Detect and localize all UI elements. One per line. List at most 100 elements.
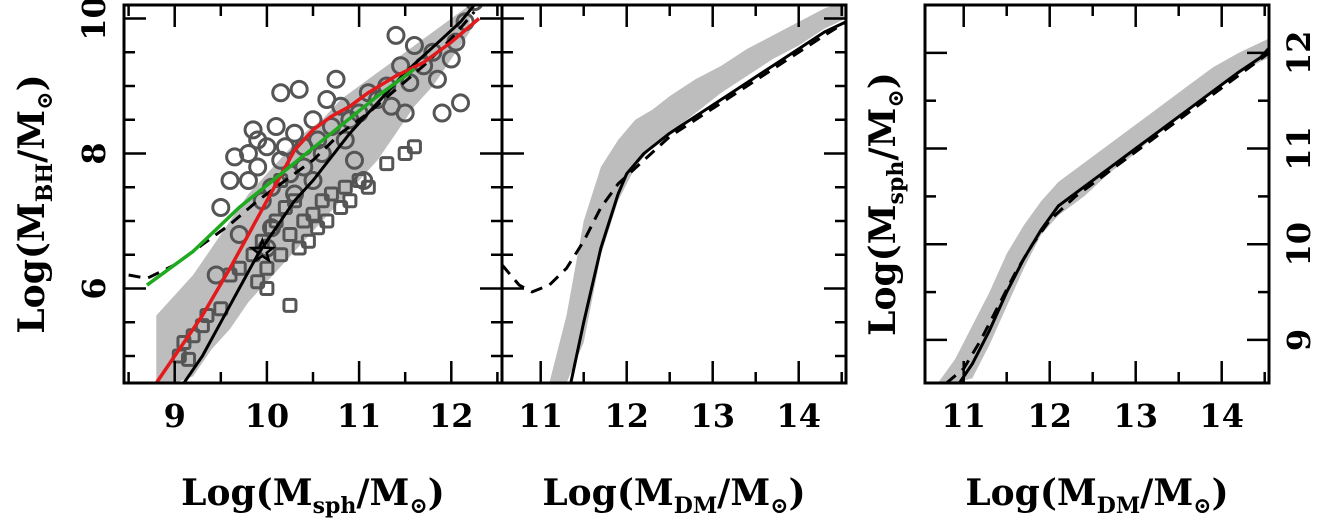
y-tick-label: 9 <box>1280 329 1318 351</box>
circle-marker <box>451 93 471 113</box>
series-dashed-black <box>128 10 476 280</box>
label-sub: sph <box>883 161 909 205</box>
plot-area <box>502 5 846 383</box>
x-tick-label: 12 <box>1027 397 1072 435</box>
x-axis-label: Log(MDM/M⊙) <box>965 472 1228 518</box>
square-marker <box>305 206 321 222</box>
circle-marker <box>294 157 314 177</box>
x-tick-label: 10 <box>245 397 290 435</box>
circle-marker <box>335 130 355 150</box>
x-axis-label: Log(MDM/M⊙) <box>542 472 805 518</box>
circle-marker <box>312 144 332 163</box>
circle-marker <box>211 198 231 217</box>
series-solid-black <box>569 20 846 383</box>
circle-marker <box>243 120 263 140</box>
x-tick-label: 11 <box>941 397 986 435</box>
square-marker <box>231 260 247 276</box>
circle-marker <box>344 150 364 170</box>
circle-marker <box>285 123 305 143</box>
circle-marker <box>404 36 424 55</box>
circle-marker <box>257 137 277 157</box>
series-solid-black <box>182 5 476 383</box>
y-tick-label: 11 <box>1280 126 1318 171</box>
x-axis-label: Log(Msph/M⊙) <box>181 472 445 518</box>
square-marker <box>282 297 298 313</box>
label-pre: Log(M <box>11 202 53 333</box>
series-dashed-black <box>945 51 1269 383</box>
panel-bh-vs-mdm: 11 12 13 14 Log(MDM/M⊙) <box>500 3 848 518</box>
star-marker <box>248 236 277 264</box>
plot-frame <box>500 3 848 385</box>
square-marker <box>379 156 395 172</box>
square-marker <box>337 179 353 195</box>
circle-marker <box>238 144 258 163</box>
circle-marker <box>266 117 286 136</box>
square-marker <box>181 351 197 367</box>
x-tick-label: 13 <box>1113 397 1158 435</box>
label-post: ) <box>862 72 904 89</box>
y-axis-label: Log(MBH/M⊙) <box>11 74 58 333</box>
y-tick-label: 12 <box>1280 31 1318 76</box>
label-sub: BH <box>32 163 58 202</box>
square-marker <box>259 281 275 296</box>
label-mid: /M <box>1140 472 1193 514</box>
square-marker <box>319 213 335 229</box>
circle-marker <box>386 25 406 45</box>
circle-marker <box>465 5 484 12</box>
circle-marker <box>354 171 374 190</box>
sun-icon: ⊙ <box>409 493 427 518</box>
sun-icon: ⊙ <box>883 89 909 107</box>
sun-icon: ⊙ <box>32 91 58 109</box>
circle-marker <box>248 157 268 177</box>
label-sub: DM <box>1097 493 1140 518</box>
circle-marker <box>423 42 443 62</box>
label-post: ) <box>11 74 53 91</box>
label-sub: DM <box>674 493 717 518</box>
label-pre: Log(M <box>181 472 312 514</box>
x-tick-label: 12 <box>604 397 649 435</box>
series-solid-green <box>145 67 416 287</box>
label-post: ) <box>789 472 806 514</box>
square-marker <box>323 186 339 202</box>
circle-marker <box>271 83 291 103</box>
label-sub: sph <box>313 493 357 518</box>
label-mid: /M <box>717 472 770 514</box>
series-solid-black <box>958 47 1269 383</box>
y-tick-label: 10 <box>1280 222 1318 267</box>
label-post: ) <box>1212 472 1229 514</box>
circle-marker <box>432 103 452 123</box>
circle-marker <box>441 49 461 69</box>
square-marker <box>406 139 422 155</box>
circle-marker <box>395 103 415 123</box>
series-dashed-black <box>502 20 846 294</box>
sun-icon: ⊙ <box>770 493 788 518</box>
y-tick-label: 10 <box>75 0 113 41</box>
label-pre: Log(M <box>542 472 673 514</box>
x-tick-label: 13 <box>690 397 735 435</box>
label-post: ) <box>428 472 445 514</box>
y-tick-label: 6 <box>75 277 113 299</box>
plot-area <box>937 38 1269 383</box>
series-solid-red <box>154 17 481 383</box>
x-tick-label: 9 <box>164 397 186 435</box>
label-mid: /M <box>356 472 409 514</box>
x-tick-label: 11 <box>518 397 563 435</box>
x-tick-label: 14 <box>1199 397 1244 435</box>
y-axis-label: Log(Msph/M⊙) <box>862 72 909 336</box>
x-tick-label: 12 <box>429 397 474 435</box>
circle-marker <box>326 69 346 89</box>
circle-marker <box>275 137 295 157</box>
y-tick-label: 8 <box>75 142 113 164</box>
x-tick-label: 11 <box>337 397 382 435</box>
label-pre: Log(M <box>965 472 1096 514</box>
x-tick-label: 14 <box>776 397 821 435</box>
square-marker <box>259 260 275 276</box>
square-marker <box>300 233 316 249</box>
plot-area <box>128 5 484 383</box>
sun-icon: ⊙ <box>1193 493 1211 518</box>
circle-marker <box>238 171 258 190</box>
scatter-band <box>549 5 846 383</box>
